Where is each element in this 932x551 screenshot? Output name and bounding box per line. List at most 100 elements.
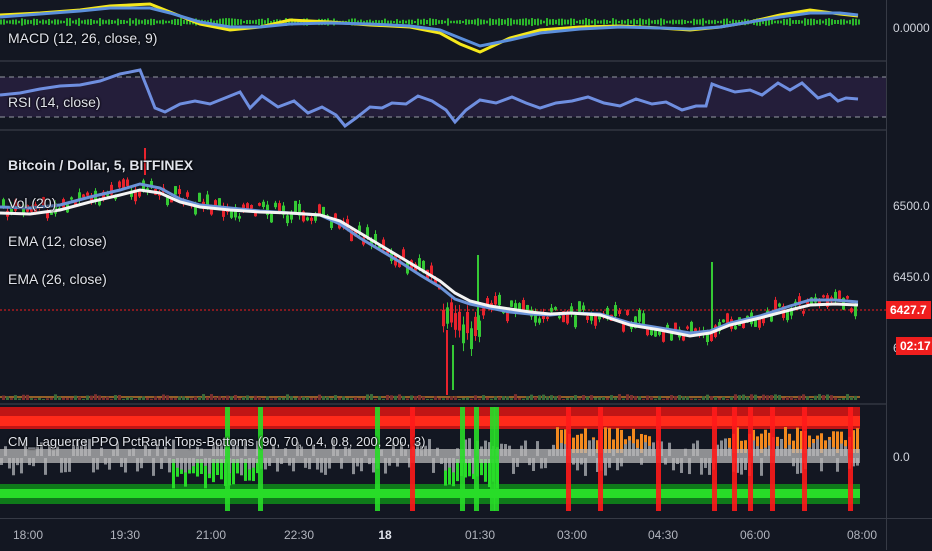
candle-body [722,319,725,323]
volume-bar [494,396,497,400]
candle-body [334,213,337,219]
macd-legend[interactable]: MACD (12, 26, close, 9) [8,30,158,46]
macd-signal-line [0,6,859,48]
rsi-band [0,77,886,117]
rsi-price-separator[interactable] [0,129,932,131]
ppo-bar [464,439,467,456]
ema-slow-legend[interactable]: EMA (26, close) [8,271,107,287]
tops-bar [576,434,579,453]
ema-fast-legend[interactable]: EMA (12, close) [8,233,107,249]
volume-bar [138,397,141,400]
macd-histogram-bar [252,20,254,24]
bottoms-bar [184,459,187,487]
macd-histogram-bar [462,20,464,24]
macd-histogram-bar [774,20,776,24]
macd-histogram-bar [786,19,788,25]
macd-histogram-bar [258,18,260,26]
candle-body [846,296,849,299]
volume-bar [222,397,225,400]
candle-body [774,299,777,310]
volume-bar [654,398,657,400]
symbol-legend[interactable]: Bitcoin / Dollar, 5, BITFINEX [8,157,194,173]
candle-body [622,321,625,332]
macd-histogram-bar [111,20,113,24]
macd-histogram-bar [366,20,368,24]
macd-histogram-bar [549,19,551,25]
macd-histogram-bar [612,18,614,26]
candle-body [422,260,425,273]
volume-bar [170,397,173,400]
macd-histogram-bar [123,19,125,25]
ppo-bar [84,439,87,456]
price-laguerre-separator[interactable] [0,403,932,405]
candle-body [114,196,117,200]
candle-body [626,310,629,316]
candle-body [118,181,121,188]
tops-bar [788,433,791,453]
laguerre-legend[interactable]: CM_Laguerre PPO PctRank Tops-Bottoms (90… [8,434,426,449]
volume-bar [62,397,65,400]
lag-zero-tick: 0.0 [893,450,910,464]
volume-bar [690,398,693,400]
candle-body [78,192,81,200]
tops-bar [792,440,795,453]
volume-bar [558,395,561,400]
macd-histogram-bar [6,20,8,24]
macd-histogram-bar [687,20,689,24]
ppo-bar [152,458,155,476]
time-axis[interactable] [0,518,932,551]
volume-legend[interactable]: Vol (20) [8,195,57,211]
macd-histogram-bar [516,19,518,25]
candle-body [254,210,257,217]
macd-histogram-bar [48,18,50,26]
macd-rsi-separator[interactable] [0,60,932,62]
bottoms-bar [256,459,259,474]
macd-histogram-bar [9,20,11,24]
candle-body [778,303,781,307]
macd-histogram-bar [27,19,29,25]
macd-histogram-bar [270,20,272,24]
price-axis[interactable]: 0.0000 6500.0 6450.0 6 0.0 [886,0,932,550]
candle-body [150,180,153,187]
volume-bar [306,397,309,400]
tops-bar [728,438,731,453]
rsi-legend[interactable]: RSI (14, close) [8,94,101,110]
macd-histogram-bar [0,19,2,25]
macd-histogram-bar [660,18,662,26]
volume-bar [538,395,541,400]
macd-histogram-bar [147,19,149,25]
candle-body [294,200,297,213]
macd-histogram-bar [222,18,224,26]
ppo-bar [532,458,535,471]
volume-bar [326,396,329,400]
ppo-bar [384,458,387,474]
macd-histogram-bar [552,19,554,25]
volume-bar [434,396,437,400]
candle-body [82,194,85,198]
candle-body [506,311,509,322]
ppo-bar [660,441,663,456]
ppo-bar [416,441,419,456]
volume-bar [566,398,569,400]
volume-bar [482,395,485,400]
volume-bar [506,396,509,400]
candle-body [854,304,857,317]
volume-bar [650,396,653,400]
macd-histogram-bar [546,18,548,26]
tops-bar [776,436,779,453]
macd-histogram-bar [3,19,5,25]
volume-bar [242,396,245,400]
signal-bar [490,407,495,511]
candle-body [534,312,537,323]
tops-bar [564,429,567,453]
macd-histogram-bar [561,18,563,26]
macd-histogram-bar [441,19,443,25]
candle-body [322,206,325,216]
volume-bar [330,398,333,400]
volume-bar [582,395,585,400]
volume-bar [782,397,785,400]
volume-bar [270,398,273,400]
volume-bar [90,395,93,400]
volume-bar [398,394,401,400]
